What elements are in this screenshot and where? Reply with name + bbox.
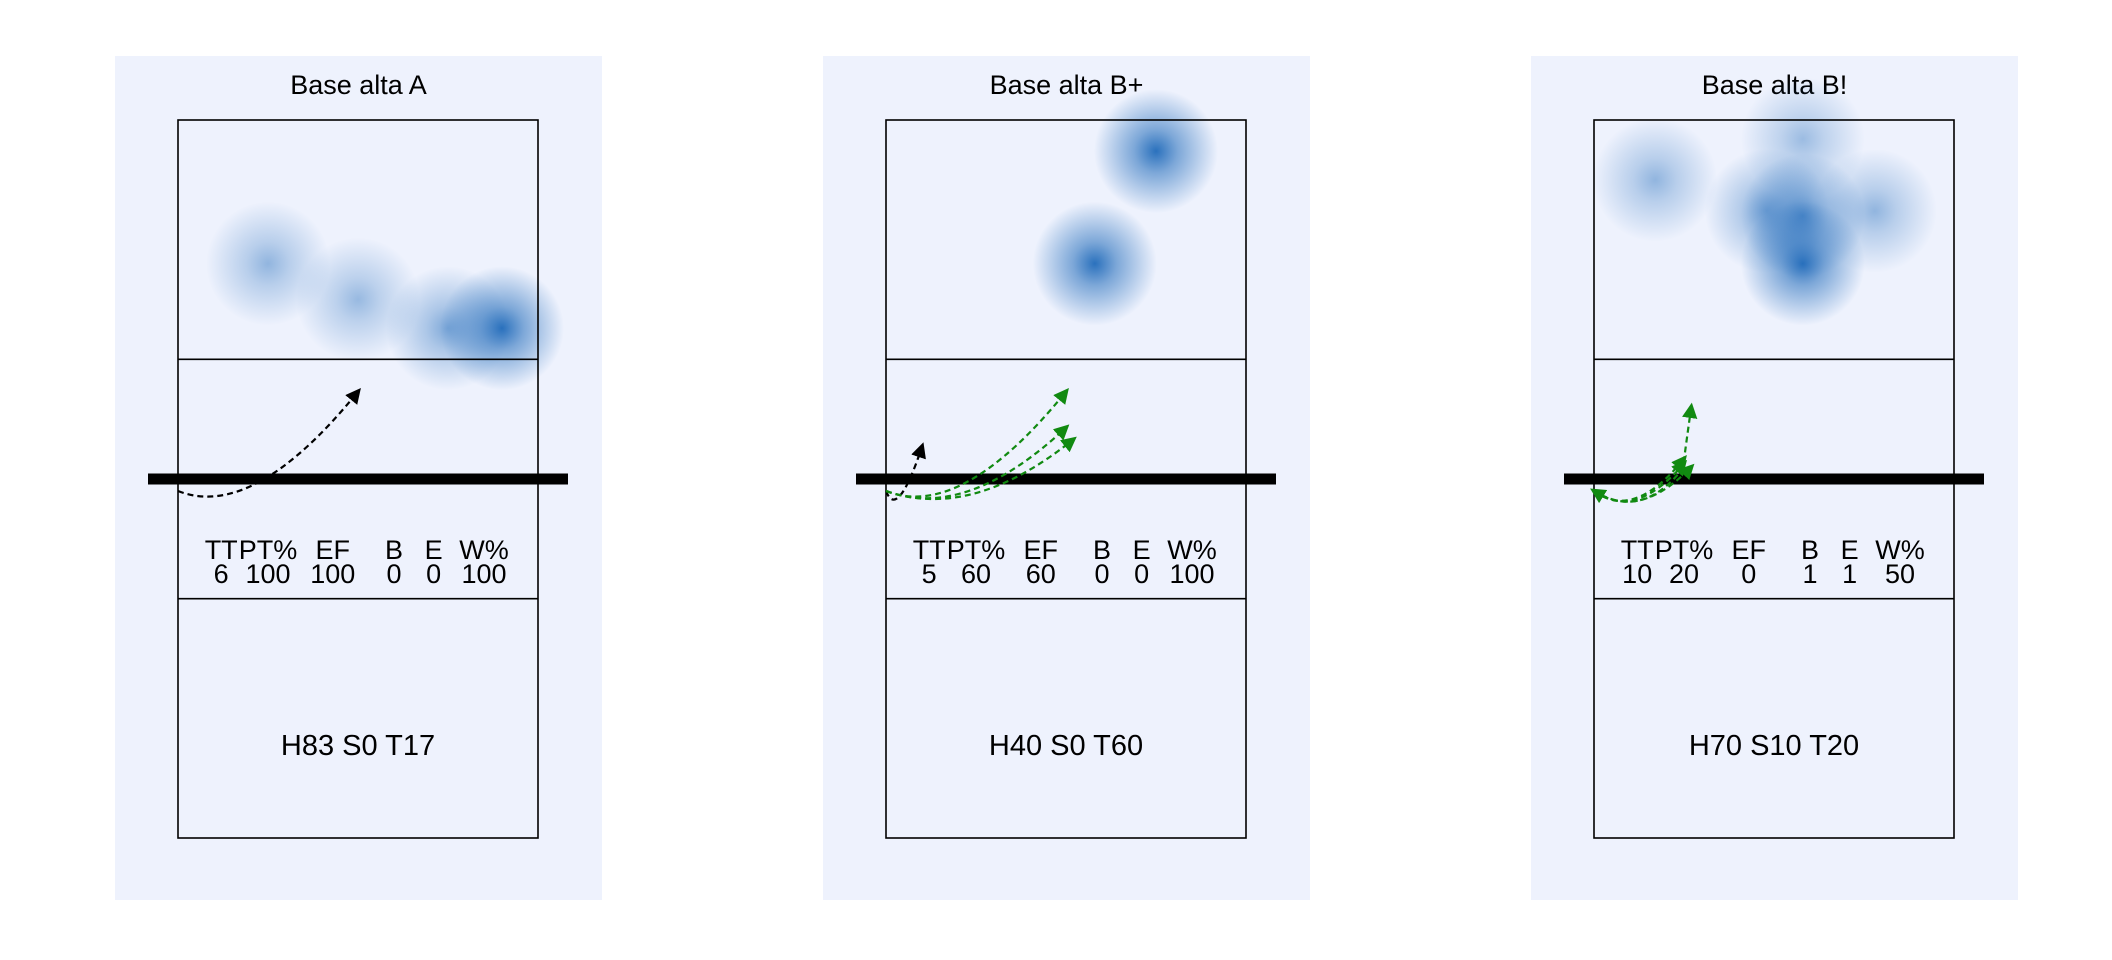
stat-value: 1 — [1842, 559, 1857, 589]
stat-value: 0 — [1134, 559, 1149, 589]
stat-value: 0 — [1094, 559, 1109, 589]
stat-header: TT — [913, 535, 946, 565]
stat-value: 60 — [961, 559, 991, 589]
stat-value: 20 — [1669, 559, 1699, 589]
stat-header: B — [385, 535, 403, 565]
stat-value: 6 — [214, 559, 229, 589]
stat-header: PT% — [1655, 535, 1714, 565]
stat-header: E — [425, 535, 443, 565]
set-trajectory-arrow — [1681, 402, 1698, 476]
heat-layer — [1593, 77, 1937, 326]
stat-value: 100 — [310, 559, 355, 589]
stat-header: B — [1093, 535, 1111, 565]
stat-value: 60 — [1026, 559, 1056, 589]
stat-value: 100 — [245, 559, 290, 589]
stat-value: 1 — [1802, 559, 1817, 589]
stat-header: PT% — [239, 535, 298, 565]
heat-spot — [440, 266, 564, 391]
heat-spot — [1032, 201, 1157, 326]
stat-value: 5 — [922, 559, 937, 589]
stat-header: E — [1133, 535, 1151, 565]
panel-summary: H70 S10 T20 — [1689, 730, 1859, 762]
stat-header: EF — [1024, 535, 1059, 565]
panel-title: Base alta A — [290, 70, 427, 100]
panel-summary: H83 S0 T17 — [281, 730, 435, 762]
stat-value: 0 — [386, 559, 401, 589]
stat-value: 100 — [1169, 559, 1214, 589]
stat-header: EF — [316, 535, 351, 565]
stat-value: 0 — [426, 559, 441, 589]
heat-spot — [1740, 201, 1865, 326]
stat-header: TT — [1621, 535, 1654, 565]
stat-header: PT% — [947, 535, 1006, 565]
heat-spot — [1094, 89, 1218, 214]
panel-title: Base alta B+ — [990, 70, 1144, 100]
stat-value: 0 — [1741, 559, 1756, 589]
panel-summary: H40 S0 T60 — [989, 730, 1143, 762]
stat-header: EF — [1732, 535, 1767, 565]
set-trajectory-arrow — [1593, 463, 1695, 503]
heat-layer — [206, 201, 564, 391]
heat-spot — [1593, 117, 1718, 242]
stat-header: W% — [459, 535, 509, 565]
stat-header: B — [1801, 535, 1819, 565]
stat-value: 10 — [1622, 559, 1652, 589]
stat-header: W% — [1875, 535, 1925, 565]
stat-value: 50 — [1885, 559, 1915, 589]
stat-header: E — [1841, 535, 1859, 565]
stat-header: TT — [205, 535, 238, 565]
stat-value: 100 — [461, 559, 506, 589]
stat-header: W% — [1167, 535, 1217, 565]
